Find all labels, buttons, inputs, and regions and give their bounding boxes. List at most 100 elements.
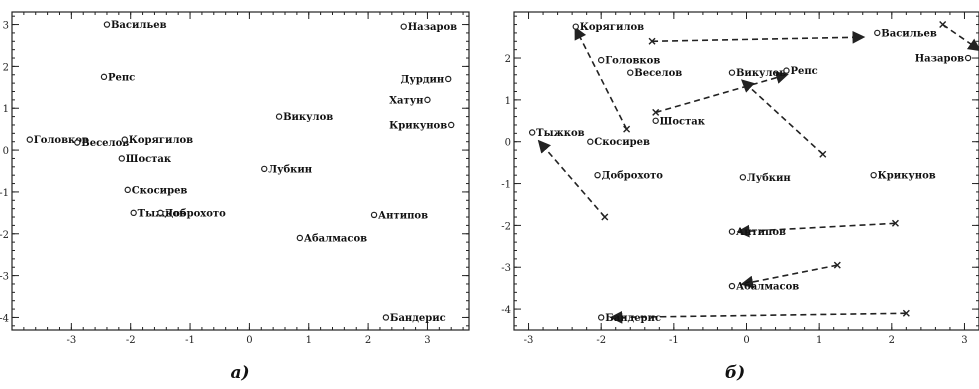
data-point-label-b: Доброхото — [602, 171, 664, 182]
shift-arrow-b — [740, 79, 824, 155]
arrow-origin-mark-b — [623, 125, 631, 133]
data-point-label-a: Корягилов — [129, 135, 193, 146]
arrow-origin-mark-b — [833, 261, 841, 269]
data-point-label-a: Лубкин — [268, 164, 312, 175]
y-tick-label-a: -1 — [0, 188, 9, 199]
x-tick-label-a: 2 — [365, 335, 371, 346]
data-point-a — [130, 209, 137, 217]
data-point-label-a: Антипов — [378, 210, 428, 221]
data-point-label-b: Крикунов — [878, 171, 936, 182]
arrow-origin-mark-b — [902, 309, 910, 317]
data-point-label-b: Бандерис — [605, 313, 661, 324]
y-tick-label-a: -2 — [0, 230, 9, 241]
x-tick-label-a: 3 — [424, 335, 430, 346]
data-point-a — [261, 165, 268, 173]
y-tick-label-b: -3 — [501, 263, 511, 274]
data-point-label-b: Шостак — [660, 116, 706, 127]
chart-panel-a: -3 -2 -1 0 1 2 3 3 2 1 0 -1 -2 -3 -4 Васильев Назаров Реп… — [0, 11, 470, 346]
y-tick-label-b: 2 — [505, 54, 511, 65]
x-tick-label-b: -2 — [596, 335, 606, 346]
data-point-b — [728, 228, 736, 235]
data-point-label-b: Скосирев — [594, 137, 650, 148]
plot-frame-a — [11, 11, 470, 331]
data-point-label-b: Назаров — [915, 54, 964, 65]
data-point-label-a: Викулов — [283, 112, 333, 123]
caption-a: а) — [230, 363, 249, 383]
data-point-a — [100, 73, 108, 81]
y-tick-label-b: -1 — [501, 180, 511, 191]
shift-arrow-b — [537, 139, 606, 218]
minor-ticks-a — [11, 12, 469, 330]
arrow-origin-mark-b — [939, 21, 947, 29]
data-point-a — [124, 186, 131, 194]
shift-arrow-b — [655, 71, 789, 114]
x-tick-label-a: 1 — [306, 335, 312, 346]
arrow-origin-mark-b — [648, 37, 656, 45]
x-tick-label-a: -3 — [66, 335, 76, 346]
data-point-label-a: Абалмасов — [304, 233, 367, 244]
data-point-b — [964, 54, 972, 62]
y-tick-label-b: -2 — [501, 221, 511, 232]
data-point-label-b: Васильев — [881, 28, 937, 39]
data-point-b — [572, 23, 579, 30]
data-point-b — [652, 117, 659, 124]
x-tick-label-a: -2 — [126, 335, 136, 346]
data-point-b — [728, 282, 736, 290]
x-tick-label-a: -1 — [185, 335, 195, 346]
data-point-a — [275, 113, 283, 120]
data-point-a — [370, 211, 378, 219]
data-point-b — [587, 138, 594, 145]
data-point-b — [783, 67, 790, 74]
data-point-label-a: Скосирев — [132, 185, 188, 196]
shift-arrow-b — [652, 30, 866, 44]
data-point-a — [400, 23, 407, 30]
y-tick-label-a: -4 — [0, 313, 9, 324]
data-point-label-a: Репс — [108, 72, 135, 83]
data-point-label-b: Головков — [605, 56, 660, 67]
data-point-label-b: Лубкин — [747, 173, 791, 184]
chart-panel-b: -3 -2 -1 0 1 2 3 2 1 0 -1 -2 -3 -4 Корягилов Васильев На… — [501, 11, 979, 346]
data-point-label-b: Антипов — [736, 227, 786, 238]
y-tick-label-a: -3 — [0, 272, 9, 283]
arrow-origin-mark-b — [891, 219, 899, 227]
data-point-label-a: Доброхото — [164, 208, 226, 219]
data-point-a — [447, 121, 455, 129]
y-tick-label-b: -4 — [501, 305, 511, 316]
data-point-a — [103, 21, 111, 28]
y-tick-label-a: 2 — [3, 62, 9, 73]
y-tick-label-a: 0 — [3, 146, 9, 157]
shift-arrow-b — [740, 264, 838, 289]
data-point-b — [597, 314, 605, 321]
data-point-label-a: Васильев — [111, 20, 167, 31]
shift-arrow-b — [609, 310, 907, 324]
caption-b: б) — [725, 363, 745, 383]
y-tick-label-a: 1 — [3, 104, 9, 115]
y-tick-label-a: 3 — [3, 21, 9, 32]
data-point-a — [382, 314, 390, 321]
data-point-a — [74, 139, 81, 146]
data-point-label-a: Шостак — [126, 154, 172, 165]
data-point-label-a: Назаров — [408, 22, 457, 33]
shift-arrow-b — [574, 26, 628, 130]
data-point-a — [445, 75, 452, 83]
data-point-a — [424, 96, 431, 104]
arrow-origin-mark-b — [601, 213, 609, 221]
data-point-b — [528, 129, 536, 136]
shift-arrow-b — [942, 23, 979, 52]
data-point-a — [157, 209, 164, 217]
data-point-label-a: Крикунов — [389, 120, 447, 131]
data-point-label-a: Хатун — [389, 95, 423, 106]
x-tick-label-b: 3 — [961, 335, 967, 346]
data-point-label-b: Репс — [790, 66, 817, 77]
x-tick-label-b: -1 — [669, 335, 679, 346]
data-point-label-b: Веселов — [634, 68, 682, 79]
data-point-b — [627, 69, 634, 76]
data-point-a — [296, 234, 304, 242]
data-point-a — [26, 136, 34, 143]
x-tick-label-b: -3 — [524, 335, 534, 346]
data-point-label-a: Бандерис — [390, 313, 446, 324]
x-tick-label-b: 2 — [889, 335, 895, 346]
data-point-b — [874, 29, 881, 37]
shift-arrow-b — [736, 222, 896, 238]
data-point-label-a: Дурдин — [401, 74, 445, 85]
